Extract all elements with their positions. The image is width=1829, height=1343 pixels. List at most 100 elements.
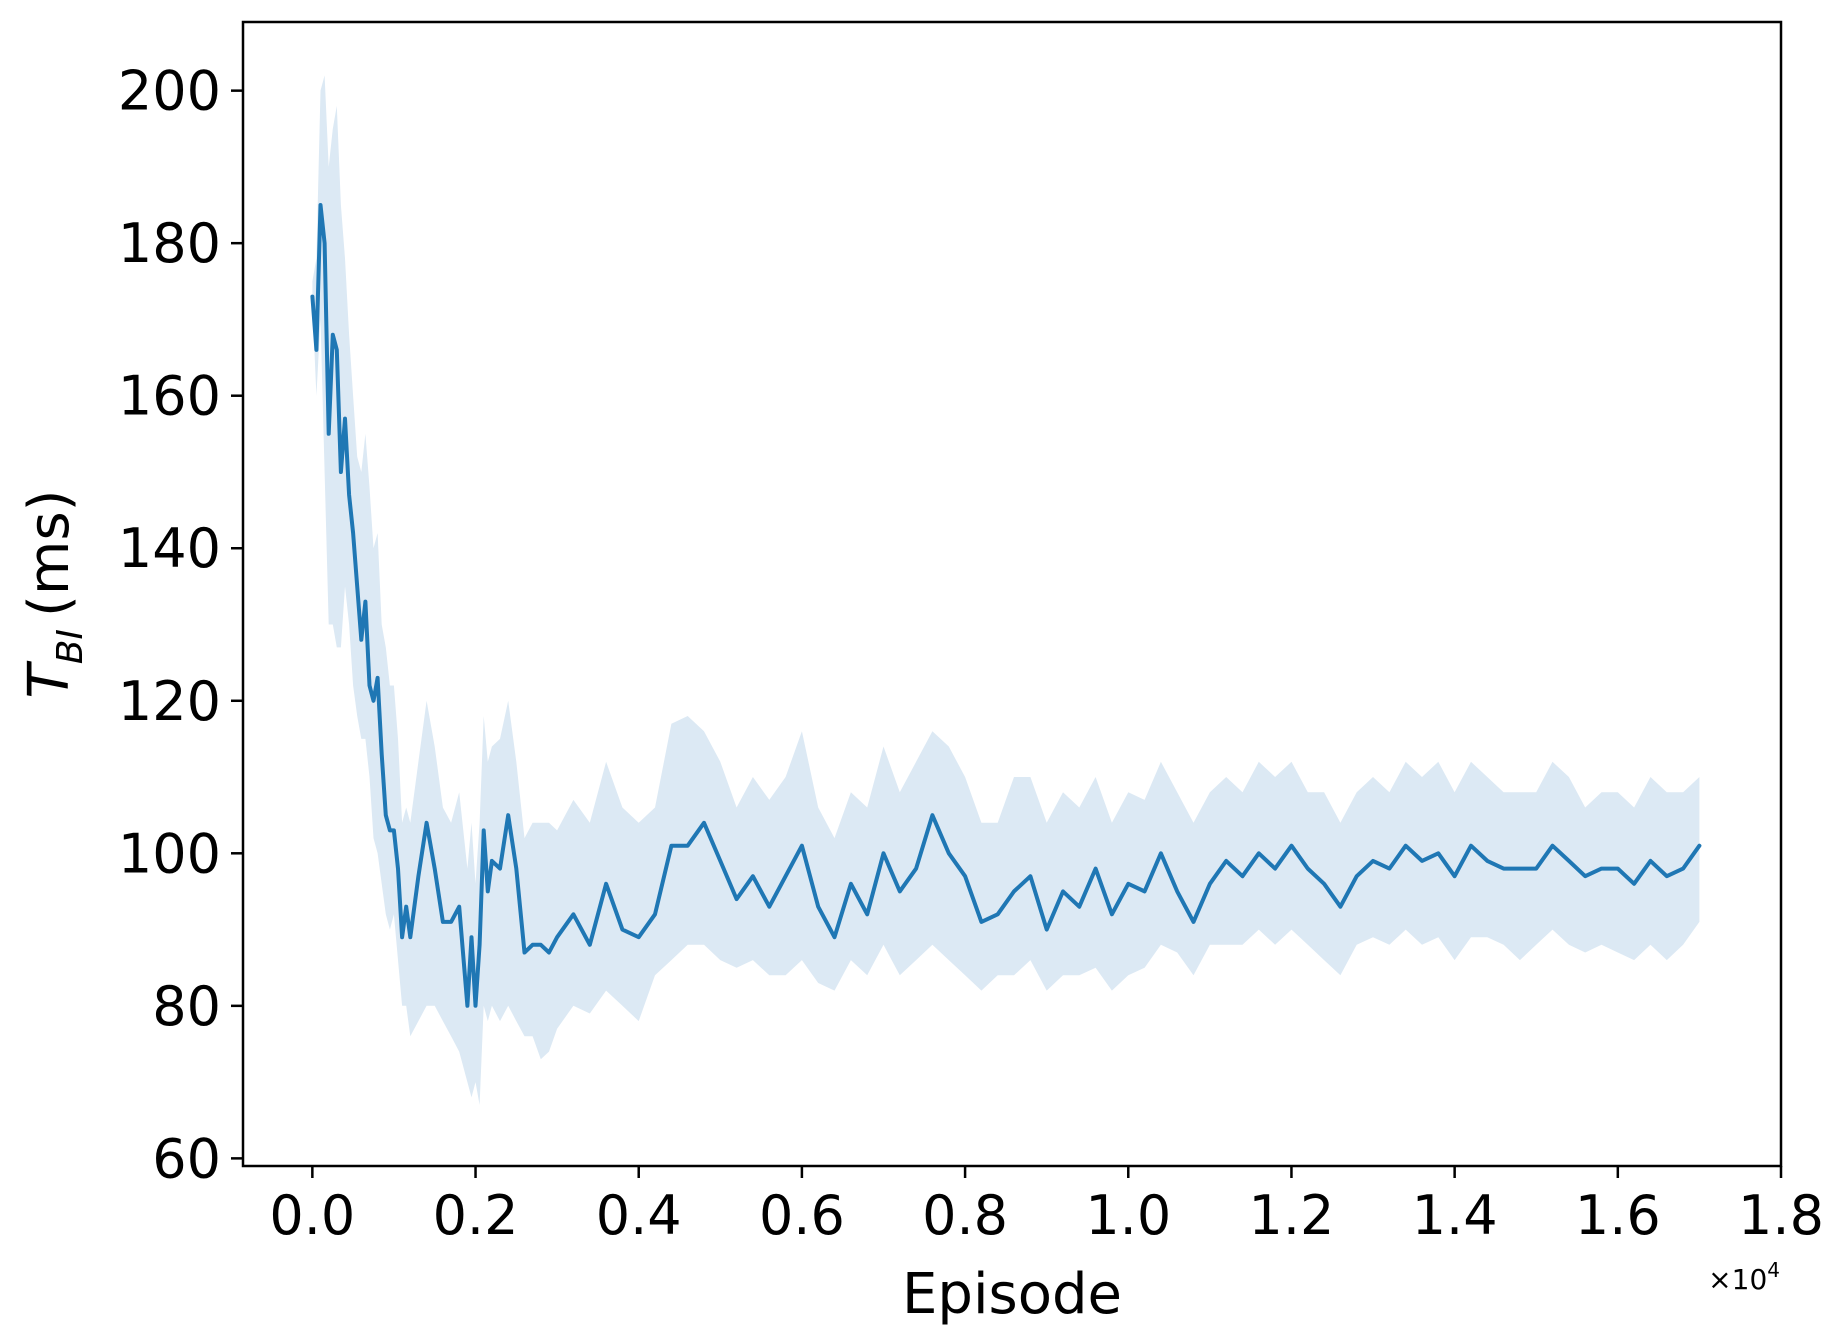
series-0-point-16 [376, 676, 379, 679]
series-0-point-9 [348, 493, 351, 496]
series-0-point-10 [352, 532, 355, 535]
series-0-point-36 [486, 890, 489, 893]
y-axis-label: TBI (ms) [17, 490, 91, 699]
x-tick-label-2: 0.4 [596, 1184, 682, 1247]
y-axis-ticks: 60 80 100 120 140 160 180 200 [118, 60, 243, 1190]
series-0-point-103 [1502, 867, 1505, 870]
x-axis-ticks: 0.0 0.2 0.4 0.6 0.8 1.0 1.2 1.4 1.6 1.8 [269, 1166, 1824, 1247]
x-tick-label-1: 0.2 [433, 1184, 519, 1247]
series-0-point-28 [441, 920, 444, 923]
y-tick-label-6: 180 [118, 212, 221, 275]
series-0-point-29 [450, 920, 453, 923]
series-0-point-83 [1176, 890, 1179, 893]
series-0-point-12 [360, 638, 363, 641]
series-0-point-76 [1062, 890, 1065, 893]
series-0-point-49 [621, 928, 624, 931]
series-0-point-92 [1323, 882, 1326, 885]
series-0-point-27 [433, 867, 436, 870]
series-0-point-0 [311, 295, 314, 298]
x-axis-offset-label: ×104 [1708, 1258, 1780, 1296]
series-0-std-band [312, 75, 1700, 1105]
series-0-point-74 [1029, 875, 1032, 878]
series-0-point-58 [768, 905, 771, 908]
series-0-point-7 [339, 471, 342, 474]
series-0-point-40 [515, 867, 518, 870]
series-0-point-84 [1192, 920, 1195, 923]
x-tick-label-0: 0.0 [269, 1184, 355, 1247]
series-0-point-77 [1078, 905, 1081, 908]
series-0-point-21 [397, 867, 400, 870]
series-0-point-90 [1290, 844, 1293, 847]
series-0-point-67 [915, 867, 918, 870]
series-0-point-62 [833, 936, 836, 939]
x-tick-label-5: 1.0 [1085, 1184, 1171, 1247]
series-0-point-68 [931, 814, 934, 817]
std-band-layer [312, 75, 1700, 1105]
series-0-point-44 [548, 951, 551, 954]
series-0-point-31 [466, 1004, 469, 1007]
y-tick-label-1: 80 [152, 975, 221, 1038]
series-0-point-105 [1535, 867, 1538, 870]
series-0-point-87 [1241, 875, 1244, 878]
series-0-point-41 [523, 951, 526, 954]
series-0-point-45 [556, 936, 559, 939]
series-0-point-79 [1110, 913, 1113, 916]
series-0-point-61 [817, 905, 820, 908]
series-0-point-85 [1208, 882, 1211, 885]
series-0-point-59 [784, 875, 787, 878]
series-0-point-3 [323, 242, 326, 245]
series-0-point-1 [315, 348, 318, 351]
y-tick-label-5: 160 [118, 365, 221, 428]
series-0-point-17 [380, 753, 383, 756]
series-0-point-99 [1437, 852, 1440, 855]
series-0-point-5 [331, 333, 334, 336]
series-0-point-14 [368, 684, 371, 687]
series-0-point-111 [1633, 882, 1636, 885]
series-0-mean-line [310, 203, 1702, 1008]
series-0-point-73 [1013, 890, 1016, 893]
series-0-point-80 [1127, 882, 1130, 885]
x-tick-label-3: 0.6 [759, 1184, 845, 1247]
series-0-point-71 [980, 920, 983, 923]
series-0-point-93 [1339, 905, 1342, 908]
series-0-point-4 [327, 432, 330, 435]
series-0-point-11 [356, 585, 359, 588]
series-0-point-52 [670, 844, 673, 847]
series-0-point-75 [1045, 928, 1048, 931]
x-tick-label-8: 1.6 [1575, 1184, 1661, 1247]
series-0-point-101 [1470, 844, 1473, 847]
series-0-point-109 [1600, 867, 1603, 870]
x-axis-label: Episode [902, 1262, 1122, 1327]
y-tick-label-4: 140 [118, 517, 221, 580]
series-0-point-91 [1306, 867, 1309, 870]
series-0-point-66 [898, 890, 901, 893]
series-0-point-86 [1225, 859, 1228, 862]
y-label-symbol: T [17, 660, 82, 698]
series-0-point-37 [490, 859, 493, 862]
series-0-point-81 [1143, 890, 1146, 893]
series-0-point-82 [1159, 852, 1162, 855]
series-0-point-89 [1274, 867, 1277, 870]
x-tick-label-9: 1.8 [1738, 1184, 1824, 1247]
series-0-point-110 [1616, 867, 1619, 870]
series-0-point-15 [372, 699, 375, 702]
series-0-point-22 [401, 936, 404, 939]
series-0-point-70 [964, 875, 967, 878]
series-0-point-24 [409, 936, 412, 939]
series-0-point-64 [866, 913, 869, 916]
series-0-point-33 [474, 1004, 477, 1007]
series-0-point-69 [947, 852, 950, 855]
series-0-point-96 [1388, 867, 1391, 870]
series-0-point-30 [458, 905, 461, 908]
series-0-point-55 [719, 859, 722, 862]
series-0-point-18 [384, 814, 387, 817]
series-0-point-19 [388, 829, 391, 832]
series-0-point-34 [478, 943, 481, 946]
series-0-point-114 [1682, 867, 1685, 870]
y-label-unit: (ms) [17, 490, 82, 617]
series-0-point-8 [344, 417, 347, 420]
series-0-point-20 [392, 829, 395, 832]
series-0-point-98 [1421, 859, 1424, 862]
